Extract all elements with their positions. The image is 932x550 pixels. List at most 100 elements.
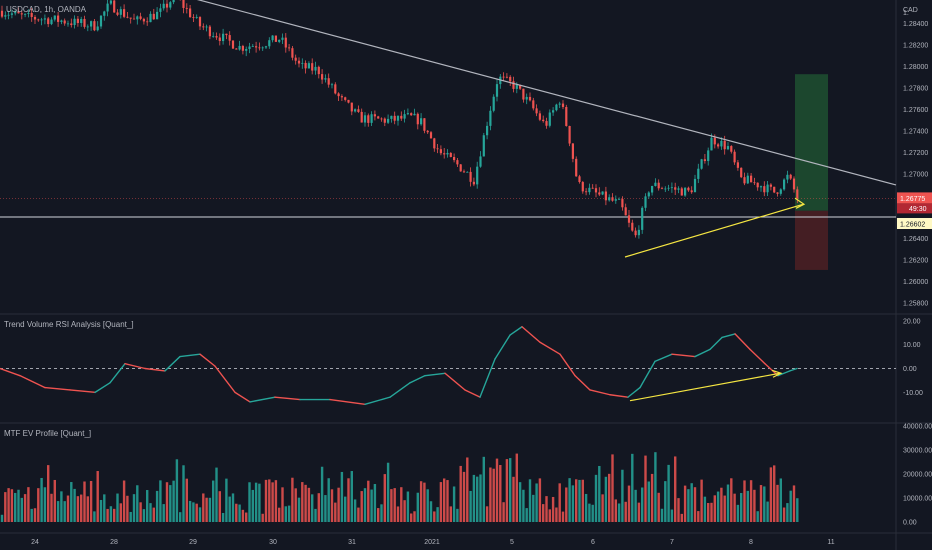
candle-body — [195, 17, 198, 18]
rsi-axis[interactable]: 20.00 10.00 0.00 -10.00 — [903, 318, 923, 397]
candle-body — [383, 118, 386, 123]
rsi-indicator-title[interactable]: Trend Volume RSI Analysis [Quant_] — [4, 320, 134, 329]
candle-body — [311, 63, 314, 71]
rsi-segment — [627, 386, 641, 398]
volume-bar — [146, 490, 149, 522]
candle-body — [218, 37, 221, 42]
volume-bar — [30, 508, 33, 522]
candle-body — [251, 46, 254, 48]
candle-body — [684, 187, 687, 196]
candle-body — [763, 186, 766, 193]
volume-bar — [383, 474, 386, 522]
rsi-segment — [654, 353, 673, 363]
candle-body — [578, 176, 581, 183]
horizontal-levels[interactable] — [0, 198, 896, 218]
stop-zone[interactable] — [795, 210, 828, 270]
volume-bar — [749, 480, 753, 522]
volume-bar — [697, 511, 700, 522]
price-axis[interactable]: 1.28400 1.28200 1.28000 1.27800 1.27600 1.274… — [903, 10, 928, 308]
volume-bar — [99, 499, 103, 522]
time-axis-label: 5 — [510, 539, 514, 546]
candle-body — [103, 11, 106, 16]
candle-body — [730, 146, 733, 152]
volume-indicator-title[interactable]: MTF EV Profile [Quant_] — [4, 429, 92, 438]
volume-bar — [581, 479, 584, 522]
long-position-box[interactable] — [795, 74, 828, 270]
candle-body — [710, 137, 713, 151]
symbol-title[interactable]: USDCAD, 1h, OANDA — [6, 5, 86, 14]
volume-bar — [324, 495, 327, 522]
candle-body — [651, 185, 654, 193]
volume-bar — [56, 501, 60, 522]
candle-body — [410, 113, 413, 116]
volume-bar — [413, 511, 416, 522]
candle-body — [479, 156, 482, 167]
volume-bar — [740, 493, 743, 522]
trendlines[interactable] — [183, 0, 897, 258]
volume-bar — [380, 504, 383, 522]
volume-bar — [502, 502, 505, 522]
volume-bar — [466, 457, 469, 522]
candle-body — [565, 107, 568, 126]
rsi-divergence-line[interactable] — [629, 372, 781, 402]
candle-body — [274, 35, 277, 42]
volume-axis[interactable]: 40000.00 30000.00 20000.00 10000.00 0.00 — [903, 424, 932, 527]
candle-body — [535, 108, 538, 114]
volume-bar — [330, 489, 334, 522]
volume-bar — [525, 508, 528, 522]
candle-body — [707, 150, 710, 162]
volume-bar — [677, 498, 680, 522]
rising-support-trendline[interactable] — [624, 203, 804, 258]
volume-bar — [40, 477, 43, 522]
candle-body — [301, 62, 304, 64]
volume-bar — [476, 476, 479, 522]
volume-bar — [733, 493, 736, 522]
time-axis[interactable]: 24 28 29 30 31 2021 5 6 7 8 11 — [31, 539, 835, 546]
rsi-segment — [164, 355, 181, 372]
rsi-segment — [609, 394, 629, 398]
volume-bar — [782, 507, 786, 522]
candle-body — [453, 156, 456, 161]
candle-body — [327, 78, 330, 85]
candle-body — [182, 0, 185, 8]
rsi-divergence-line[interactable] — [629, 369, 783, 402]
volume-bar — [63, 501, 66, 522]
candle-body — [76, 18, 79, 24]
candle-body — [660, 188, 664, 190]
volume-bar — [0, 514, 4, 522]
volume-bar — [469, 490, 472, 522]
rsi-segment — [144, 367, 166, 372]
volume-bar — [119, 503, 122, 522]
candle-body — [96, 26, 99, 31]
volume-bar — [363, 488, 367, 522]
volume-bar — [644, 455, 647, 522]
volume-bar — [443, 478, 446, 522]
candle-body — [99, 15, 103, 27]
volume-bar — [396, 506, 400, 522]
candle-body — [789, 174, 792, 179]
candle-body — [235, 48, 238, 50]
rsi-segment — [749, 348, 766, 365]
volume-bar — [218, 491, 221, 522]
volume-bar — [182, 465, 185, 522]
price-axis-tick: 1.28000 — [903, 64, 928, 71]
candle-body — [766, 184, 769, 193]
descending-trendline[interactable] — [183, 0, 897, 186]
candle-body — [601, 191, 604, 195]
candle-body — [116, 12, 119, 15]
candle-body — [436, 148, 439, 150]
arrow-head-icon — [771, 369, 783, 378]
volume-bar — [528, 479, 532, 522]
volume-bar — [251, 489, 254, 522]
volume-bar — [489, 467, 492, 522]
target-zone[interactable] — [795, 74, 828, 211]
candle-body — [568, 125, 571, 144]
volume-bar — [284, 506, 287, 522]
candle-body — [83, 18, 86, 27]
candle-body — [796, 189, 799, 199]
rsi-segment — [0, 367, 21, 377]
candle-body — [456, 160, 459, 165]
volume-bar — [449, 506, 452, 522]
candle-body — [297, 60, 301, 64]
